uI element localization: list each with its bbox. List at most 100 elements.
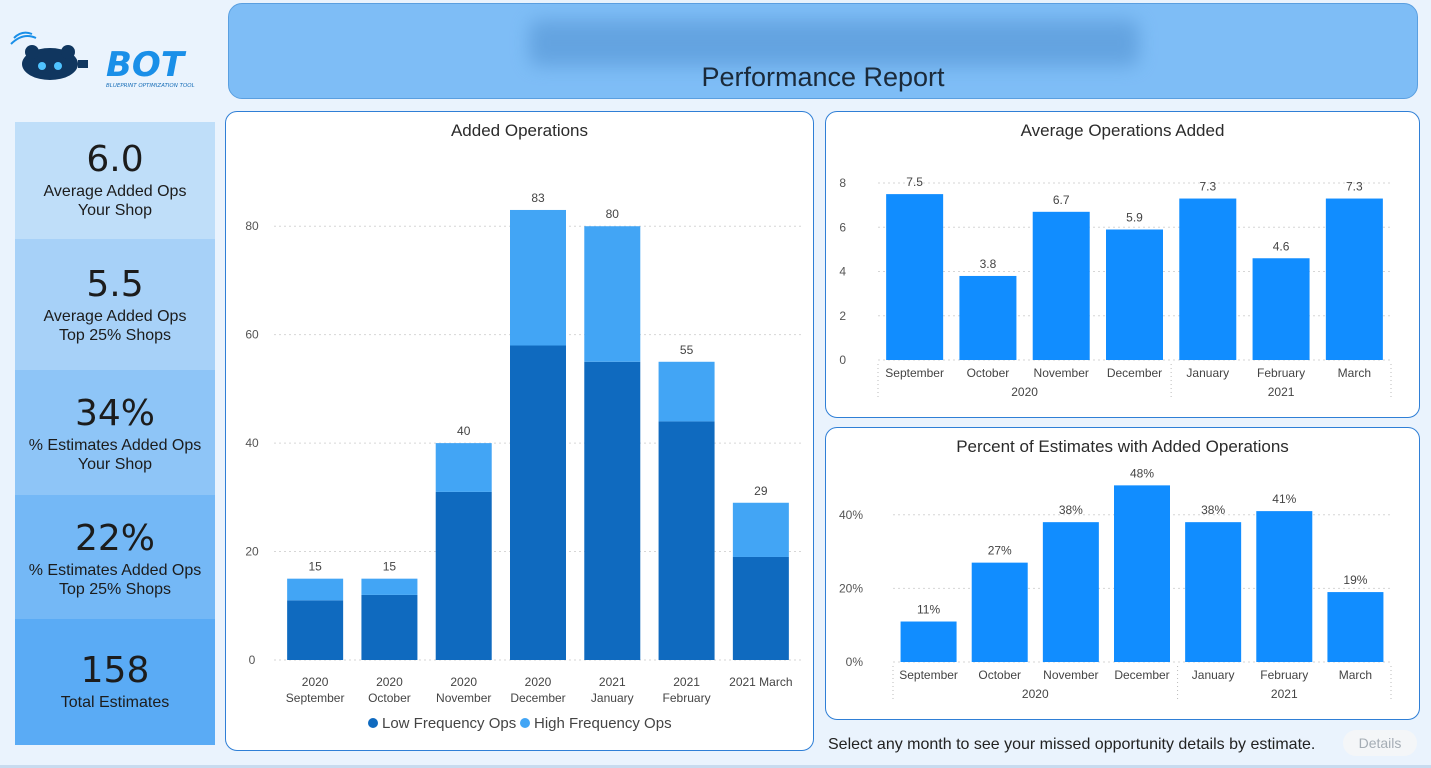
kpi-label: % Estimates Added Ops Your Shop — [28, 437, 202, 473]
bar-segment — [658, 421, 715, 660]
y-tick-label: 0 — [249, 653, 256, 667]
kpi-value: 5.5 — [86, 264, 144, 305]
group-label: 2020 — [1011, 385, 1038, 399]
bar-segment — [435, 443, 492, 492]
data-label: 3.8 — [980, 257, 997, 271]
data-label: 15 — [308, 560, 322, 574]
footer-hint: Select any month to see your missed oppo… — [828, 736, 1316, 753]
data-label: 4.6 — [1273, 239, 1290, 253]
added-operations-chart[interactable]: Added Operations 0 20 40 60 80 15 2020 Septembe… — [225, 111, 814, 751]
x-tick-label: October — [978, 668, 1021, 682]
x-tick-label: 2021 — [673, 675, 700, 689]
data-label: 15 — [383, 560, 397, 574]
page-title: Performance Report — [701, 62, 945, 92]
x-tick-label: December — [510, 691, 565, 705]
data-label: 41% — [1272, 492, 1296, 506]
bar-segment — [732, 502, 789, 557]
chart-title: Added Operations — [450, 121, 589, 140]
svg-text:BOT: BOT — [106, 45, 187, 85]
bar-segment — [584, 361, 641, 660]
kpi-avg-added-ops-your-shop: 6.0 Average Added Ops Your Shop — [15, 122, 215, 239]
data-label: 29 — [754, 484, 768, 498]
data-label: 5.9 — [1126, 211, 1143, 225]
x-tick-label: September — [885, 366, 944, 380]
kpi-total-estimates: 158 Total Estimates — [15, 619, 215, 745]
y-tick-label: 6 — [839, 220, 846, 234]
y-tick-label: 60 — [245, 328, 259, 342]
data-label: 11% — [917, 603, 940, 617]
x-tick-label: February — [1260, 668, 1308, 682]
data-label: 7.3 — [1346, 180, 1363, 194]
bar-segment — [584, 226, 641, 362]
legend-label: High Frequency Ops — [534, 715, 672, 732]
bar-segment — [510, 209, 566, 346]
data-label: 40 — [457, 424, 471, 438]
group-label: 2021 — [1268, 385, 1295, 399]
kpi-value: 6.0 — [86, 139, 144, 180]
y-tick-label: 40 — [245, 436, 259, 450]
bar — [959, 275, 1017, 360]
y-tick-label: 20 — [245, 545, 259, 559]
x-tick-label: February — [1257, 366, 1305, 380]
x-tick-label: November — [1034, 366, 1089, 380]
bar-segment — [287, 578, 344, 601]
x-tick-label: December — [1107, 366, 1162, 380]
x-tick-label: March — [1339, 668, 1372, 682]
average-operations-added-chart[interactable]: Average Operations Added 0 2 4 6 8 7.5 Septemb… — [825, 111, 1420, 418]
x-tick-label: 2021 — [599, 675, 626, 689]
x-tick-label: November — [1043, 668, 1098, 682]
bar — [1256, 511, 1313, 662]
x-tick-label: March — [1338, 366, 1371, 380]
data-label: 38% — [1201, 503, 1225, 517]
kpi-value: 22% — [74, 518, 155, 559]
bar-segment — [435, 491, 492, 660]
kpi-label: % Estimates Added Ops Top 25% Shops — [28, 562, 202, 598]
bar — [886, 194, 944, 360]
svg-text:BLUEPRINT OPTIMIZATION TOOL: BLUEPRINT OPTIMIZATION TOOL — [106, 83, 195, 89]
percent-estimates-chart[interactable]: Percent of Estimates with Added Operatio… — [825, 427, 1420, 720]
y-tick-label: 8 — [839, 176, 846, 190]
data-label: 80 — [606, 207, 620, 221]
y-tick-label: 0% — [846, 655, 864, 669]
kpi-label: Average Added Ops Your Shop — [43, 183, 187, 219]
bar — [1325, 198, 1383, 360]
data-label: 48% — [1130, 466, 1154, 480]
chart-title: Average Operations Added — [1020, 121, 1225, 140]
data-label: 19% — [1343, 573, 1367, 587]
bar — [1185, 522, 1242, 662]
details-button[interactable]: Details — [1343, 730, 1417, 756]
data-label: 7.5 — [906, 175, 923, 189]
bar-segment — [361, 578, 418, 595]
bar — [971, 562, 1028, 662]
bar-segment — [287, 600, 344, 660]
x-tick-label: January — [1192, 668, 1235, 682]
x-tick-label: 2020 — [376, 675, 403, 689]
bar-segment — [732, 556, 789, 660]
kpi-avg-added-ops-top-shops: 5.5 Average Added Ops Top 25% Shops — [15, 239, 215, 370]
x-tick-label: October — [368, 691, 411, 705]
legend-marker — [520, 718, 530, 728]
kpi-pct-estimates-top-shops: 22% % Estimates Added Ops Top 25% Shops — [15, 495, 215, 619]
bottom-divider — [0, 765, 1431, 768]
bar — [1252, 258, 1310, 360]
group-label: 2020 — [1022, 687, 1049, 701]
bar — [1106, 229, 1163, 360]
x-tick-label: January — [1186, 366, 1229, 380]
bar — [1032, 211, 1090, 360]
x-tick-label: February — [663, 691, 711, 705]
bar-segment — [510, 345, 566, 660]
chart-title: Percent of Estimates with Added Operatio… — [956, 437, 1289, 456]
kpi-value: 158 — [80, 650, 150, 691]
x-tick-label: 2020 — [302, 675, 329, 689]
y-tick-label: 80 — [245, 219, 259, 233]
legend-marker — [368, 718, 378, 728]
y-tick-label: 40% — [839, 508, 863, 522]
bar — [1042, 522, 1099, 662]
data-label: 83 — [531, 191, 545, 205]
x-tick-label: 2020 — [525, 675, 552, 689]
x-tick-label: September — [899, 668, 958, 682]
x-tick-label: 2021 March — [729, 675, 792, 689]
kpi-value: 34% — [74, 393, 155, 434]
bar-segment — [361, 594, 418, 660]
data-label: 6.7 — [1053, 193, 1070, 207]
